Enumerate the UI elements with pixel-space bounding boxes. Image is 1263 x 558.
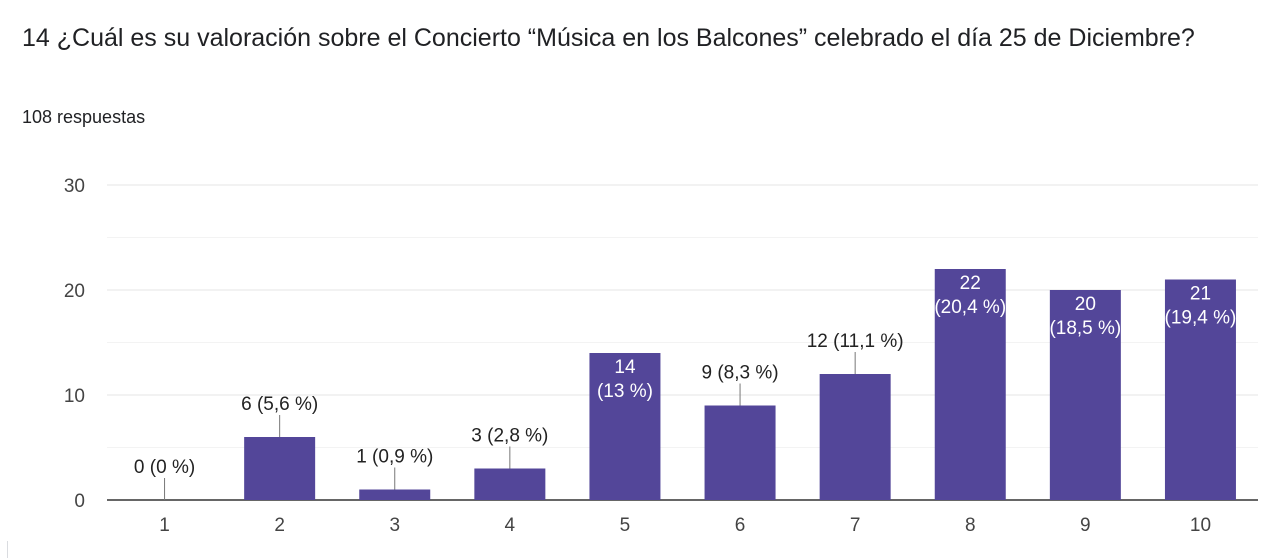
chart-bars [244,269,1236,500]
y-axis-ticks: 0 10 20 30 [64,176,85,512]
data-label: 0 (0 %) [134,457,195,478]
data-label: 21 (19,4 %) [1165,284,1237,329]
x-tick-label: 9 [1080,515,1091,536]
bar [474,468,546,500]
data-label: 14 (13 %) [597,357,653,402]
y-tick-label: 30 [64,176,85,197]
x-tick-label: 1 [159,515,170,536]
x-tick-label: 7 [850,515,861,536]
bar [819,374,891,500]
data-label: 9 (8,3 %) [702,363,779,384]
label-leader-lines [164,352,856,500]
bar [244,437,316,500]
x-tick-label: 3 [389,515,400,536]
data-label: 1 (0,9 %) [356,447,433,468]
bar [1164,279,1236,500]
bar [589,353,661,500]
y-tick-label: 0 [74,491,85,512]
data-label: 20 (18,5 %) [1049,294,1121,339]
bar [1049,290,1121,500]
x-tick-label: 5 [620,515,631,536]
y-tick-label: 10 [64,386,85,407]
data-label: 22 (20,4 %) [934,273,1006,318]
data-labels: 0 (0 %) 6 (5,6 %) 1 (0,9 %) 3 (2,8 %) 14 (13 … [134,273,1236,478]
question-title: 14 ¿Cuál es su valoración sobre el Conci… [22,24,1195,52]
data-label: 3 (2,8 %) [471,426,548,447]
bar [359,489,431,500]
x-axis-ticks: 1 2 3 4 5 6 7 8 9 10 [159,515,1211,536]
x-tick-label: 6 [735,515,746,536]
data-label: 6 (5,6 %) [241,394,318,415]
x-tick-label: 8 [965,515,976,536]
response-count: 108 respuestas [22,107,146,127]
x-tick-label: 10 [1190,515,1211,536]
bar [934,269,1006,500]
data-label: 12 (11,1 %) [807,331,904,352]
bar [704,405,776,500]
x-tick-label: 2 [274,515,285,536]
y-tick-label: 20 [64,281,85,302]
card-edge [7,541,8,558]
x-tick-label: 4 [505,515,516,536]
